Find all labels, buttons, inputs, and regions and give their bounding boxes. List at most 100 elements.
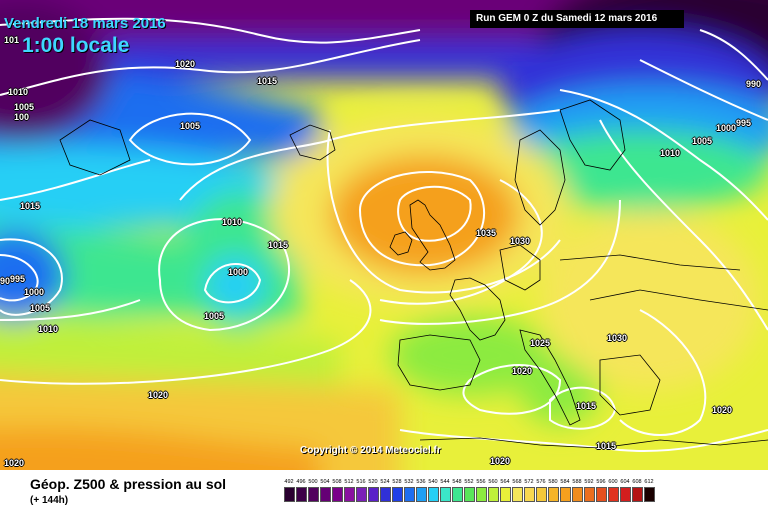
legend-value: 544 — [440, 479, 450, 485]
isobar-label: 1005 — [14, 102, 35, 112]
legend-value: 572 — [524, 479, 534, 485]
legend-swatch — [427, 487, 439, 502]
isobar-label: 1025 — [530, 338, 551, 348]
legend-swatch — [643, 487, 655, 502]
isobar-label: 100 — [14, 112, 30, 122]
field-title: Géop. Z500 & pression au sol — [30, 476, 227, 492]
legend-value: 556 — [476, 479, 486, 485]
forecast-date: Vendredi 18 mars 2016 — [4, 15, 166, 32]
isobar-label: 90 — [0, 276, 11, 286]
legend-value: 600 — [608, 479, 618, 485]
legend-swatch — [571, 487, 583, 502]
isobar-label: 1035 — [476, 228, 497, 238]
legend-item: 548 — [451, 478, 463, 508]
isobar-label: 1000 — [24, 287, 45, 297]
isobar-label: 1010 — [8, 87, 29, 97]
legend-value: 540 — [428, 479, 438, 485]
legend-item: 564 — [499, 478, 511, 508]
legend-item: 572 — [523, 478, 535, 508]
legend-value: 516 — [356, 479, 366, 485]
isobar-label: 1000 — [716, 123, 737, 133]
legend-swatch — [631, 487, 643, 502]
color-legend: 492 496 500 504 508 512 516 520 524 528 532 536 540 5… — [283, 478, 655, 508]
legend-value: 596 — [596, 479, 606, 485]
legend-value: 584 — [560, 479, 570, 485]
isobar-label: 1020 — [512, 366, 533, 376]
legend-swatch — [379, 487, 391, 502]
legend-item: 496 — [295, 478, 307, 508]
legend-value: 528 — [392, 479, 402, 485]
legend-item: 556 — [475, 478, 487, 508]
legend-value: 520 — [368, 479, 378, 485]
isobar-label: 1015 — [257, 76, 278, 86]
legend-value: 604 — [620, 479, 630, 485]
legend-value: 552 — [464, 479, 474, 485]
legend-swatch — [463, 487, 475, 502]
legend-value: 588 — [572, 479, 582, 485]
legend-value: 492 — [284, 479, 294, 485]
isobar-label: 1015 — [268, 240, 289, 250]
legend-item: 516 — [355, 478, 367, 508]
legend-swatch — [595, 487, 607, 502]
isobar-label: 1000 — [228, 267, 249, 277]
legend-item: 532 — [403, 478, 415, 508]
isobar-label: 990 — [746, 79, 762, 89]
legend-item: 544 — [439, 478, 451, 508]
legend-swatch — [547, 487, 559, 502]
legend-swatch — [319, 487, 331, 502]
legend-item: 584 — [559, 478, 571, 508]
isobar-label: 1020 — [175, 59, 196, 69]
legend-item: 608 — [631, 478, 643, 508]
isobar-label: 1030 — [510, 236, 531, 246]
legend-swatch — [559, 487, 571, 502]
isobar-label: 1015 — [20, 201, 41, 211]
legend-swatch — [475, 487, 487, 502]
copyright-text: Copyright © 2014 Meteociel.fr — [300, 445, 441, 456]
legend-item: 588 — [571, 478, 583, 508]
legend-item: 600 — [607, 478, 619, 508]
legend-value: 576 — [536, 479, 546, 485]
legend-item: 492 — [283, 478, 295, 508]
legend-item: 520 — [367, 478, 379, 508]
legend-swatch — [403, 487, 415, 502]
legend-swatch — [295, 487, 307, 502]
forecast-time: 1:00 locale — [22, 34, 130, 57]
coastlines — [59, 99, 768, 449]
legend-item: 500 — [307, 478, 319, 508]
legend-swatch — [283, 487, 295, 502]
legend-swatch — [619, 487, 631, 502]
legend-item: 604 — [619, 478, 631, 508]
isobar-label: 995 — [736, 118, 752, 128]
isobar-label: 1010 — [222, 217, 243, 227]
forecast-lead-time: (+ 144h) — [30, 495, 69, 506]
isobar-label: 101 — [4, 35, 20, 45]
legend-value: 560 — [488, 479, 498, 485]
legend-value: 536 — [416, 479, 426, 485]
legend-item: 552 — [463, 478, 475, 508]
legend-item: 508 — [331, 478, 343, 508]
legend-value: 504 — [320, 479, 330, 485]
isobar-label: 1020 — [4, 458, 25, 468]
isobar-label: 1020 — [490, 456, 511, 466]
isobar-label: 1020 — [712, 405, 733, 415]
isobar-label: 1010 — [38, 324, 59, 334]
legend-item: 576 — [535, 478, 547, 508]
legend-swatch — [307, 487, 319, 502]
legend-value: 548 — [452, 479, 462, 485]
geopotential-shading — [0, 0, 768, 470]
legend-swatch — [499, 487, 511, 502]
legend-swatch — [607, 487, 619, 502]
isobar-label: 1005 — [180, 121, 201, 131]
legend-swatch — [391, 487, 403, 502]
legend-item: 568 — [511, 478, 523, 508]
legend-swatch — [415, 487, 427, 502]
isobar-label: 995 — [10, 274, 26, 284]
legend-swatch — [343, 487, 355, 502]
isobar-label: 1005 — [204, 311, 225, 321]
legend-item: 596 — [595, 478, 607, 508]
legend-value: 524 — [380, 479, 390, 485]
legend-swatch — [487, 487, 499, 502]
legend-swatch — [583, 487, 595, 502]
legend-value: 608 — [632, 479, 642, 485]
